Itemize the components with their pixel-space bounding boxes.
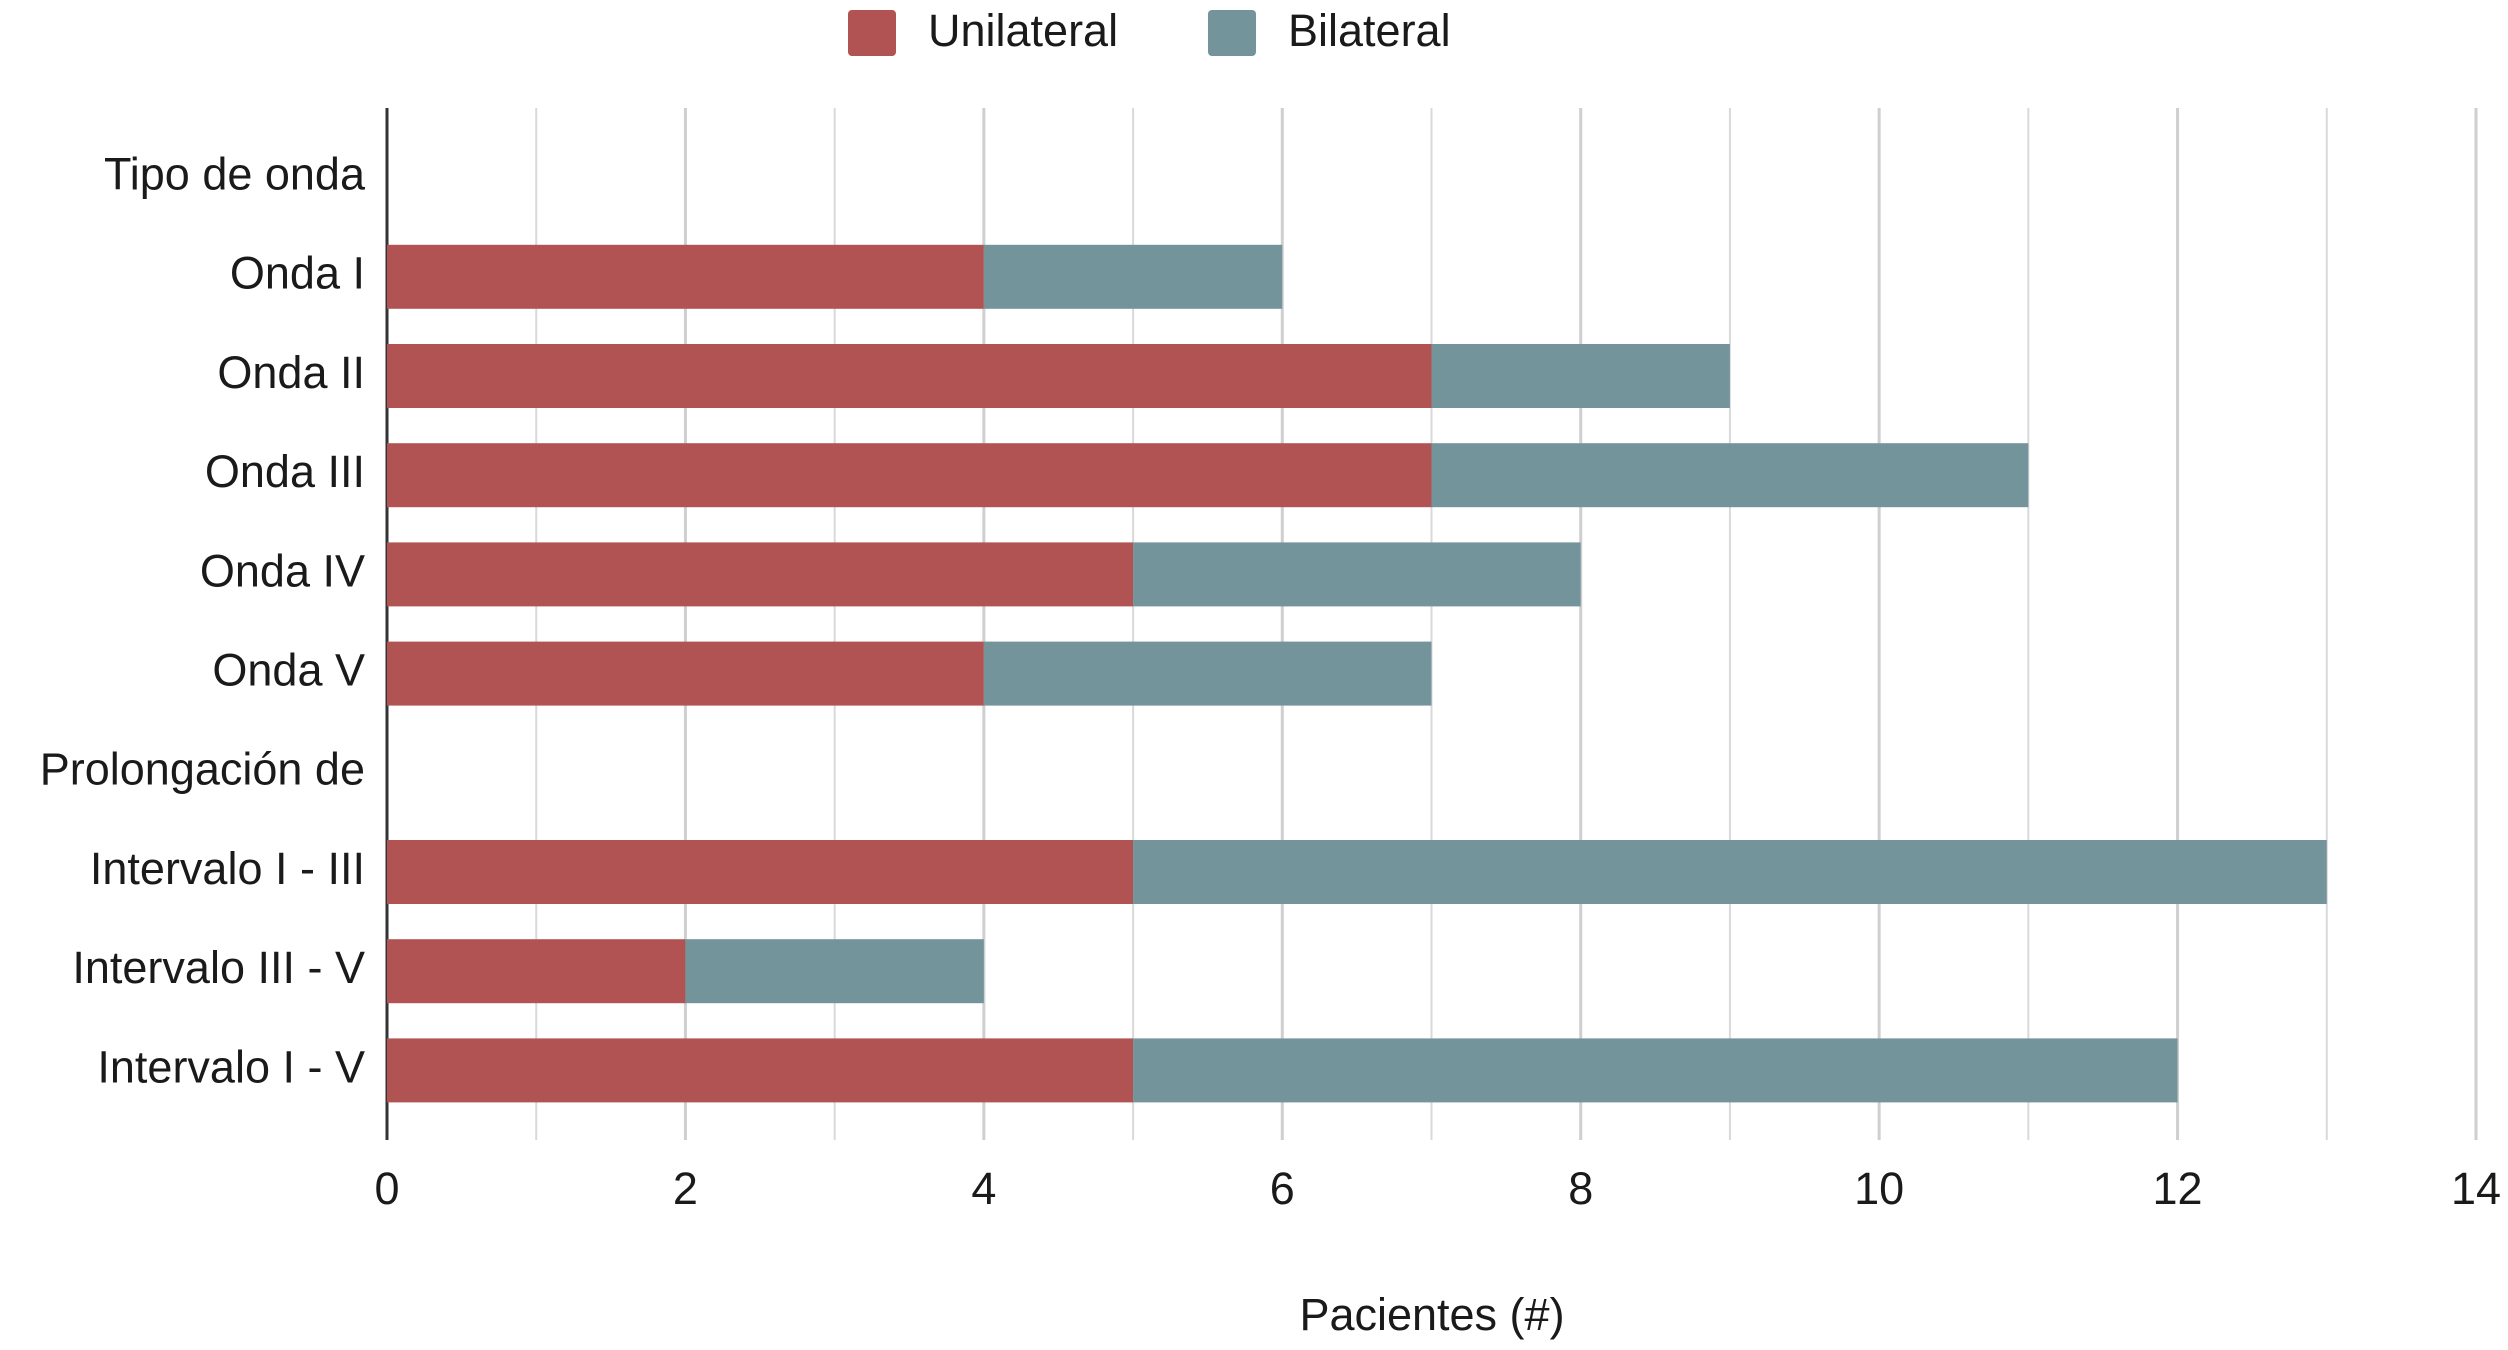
bar-segment xyxy=(1431,344,1730,408)
y-tick-label: Prolongación de xyxy=(40,744,365,795)
legend-swatch xyxy=(848,10,896,56)
y-tick-label: Onda II xyxy=(217,347,365,398)
bar-segment xyxy=(387,641,984,706)
bar-segment xyxy=(387,244,984,309)
y-tick-label: Onda IV xyxy=(200,545,365,596)
y-tick-label: Onda III xyxy=(205,446,365,497)
x-tick-label: 0 xyxy=(374,1163,399,1214)
bar-segment xyxy=(1431,443,2029,508)
bar-segment xyxy=(387,344,1432,408)
legend-swatch xyxy=(1208,10,1256,56)
bar-segment xyxy=(1133,542,1581,607)
y-tick-label: Intervalo I - III xyxy=(90,843,365,894)
y-tick-label: Tipo de onda xyxy=(104,148,366,199)
y-tick-label: Intervalo I - V xyxy=(97,1041,365,1092)
bar-segment xyxy=(387,542,1134,607)
bar-segment xyxy=(1133,1038,2178,1103)
bar-segment xyxy=(387,939,686,1004)
x-tick-label: 2 xyxy=(673,1163,698,1214)
y-tick-label: Intervalo III - V xyxy=(72,942,365,993)
bar-segment xyxy=(387,840,1134,904)
bar-segment xyxy=(387,1038,1134,1103)
x-axis-title: Pacientes (#) xyxy=(1299,1289,1564,1340)
legend-label: Bilateral xyxy=(1288,5,1451,56)
bar-segment xyxy=(983,641,1432,706)
bar-segment xyxy=(685,939,984,1004)
bar-segment xyxy=(1133,840,2327,904)
x-tick-label: 12 xyxy=(2153,1163,2203,1214)
x-tick-label: 14 xyxy=(2451,1163,2501,1214)
y-tick-label: Onda V xyxy=(212,644,365,695)
legend-label: Unilateral xyxy=(928,5,1118,56)
x-tick-label: 6 xyxy=(1270,1163,1295,1214)
bar-segment xyxy=(983,244,1283,309)
x-tick-label: 10 xyxy=(1854,1163,1904,1214)
y-tick-label: Onda I xyxy=(230,248,365,299)
x-tick-label: 8 xyxy=(1568,1163,1593,1214)
bar-segment xyxy=(387,443,1432,508)
x-tick-label: 4 xyxy=(971,1163,996,1214)
